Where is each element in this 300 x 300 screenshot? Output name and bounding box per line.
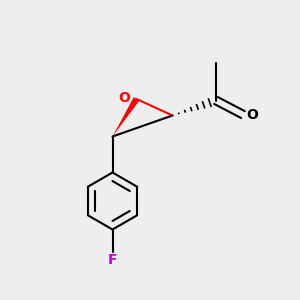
Text: O: O xyxy=(118,92,130,105)
Polygon shape xyxy=(112,97,139,136)
Text: F: F xyxy=(108,253,117,266)
Text: O: O xyxy=(246,108,258,122)
